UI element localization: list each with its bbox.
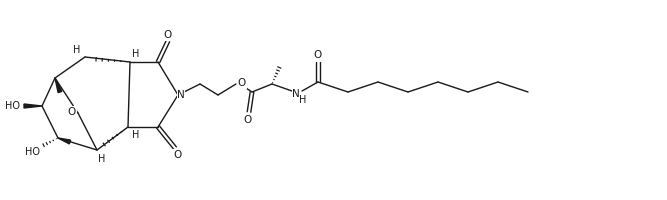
- Polygon shape: [24, 104, 42, 108]
- Text: O: O: [173, 150, 181, 160]
- Text: H: H: [132, 130, 139, 140]
- Text: O: O: [243, 115, 251, 125]
- Text: H: H: [98, 154, 105, 164]
- Text: H: H: [299, 95, 307, 105]
- Text: H: H: [132, 49, 139, 59]
- Text: HO: HO: [5, 101, 19, 111]
- Text: O: O: [238, 78, 246, 88]
- Text: N: N: [177, 90, 185, 100]
- Text: O: O: [68, 107, 76, 117]
- Text: N: N: [292, 89, 300, 99]
- Polygon shape: [55, 78, 62, 93]
- Text: HO: HO: [25, 147, 39, 157]
- Text: H: H: [73, 45, 81, 55]
- Polygon shape: [58, 138, 71, 144]
- Text: O: O: [164, 30, 172, 40]
- Text: O: O: [314, 50, 322, 60]
